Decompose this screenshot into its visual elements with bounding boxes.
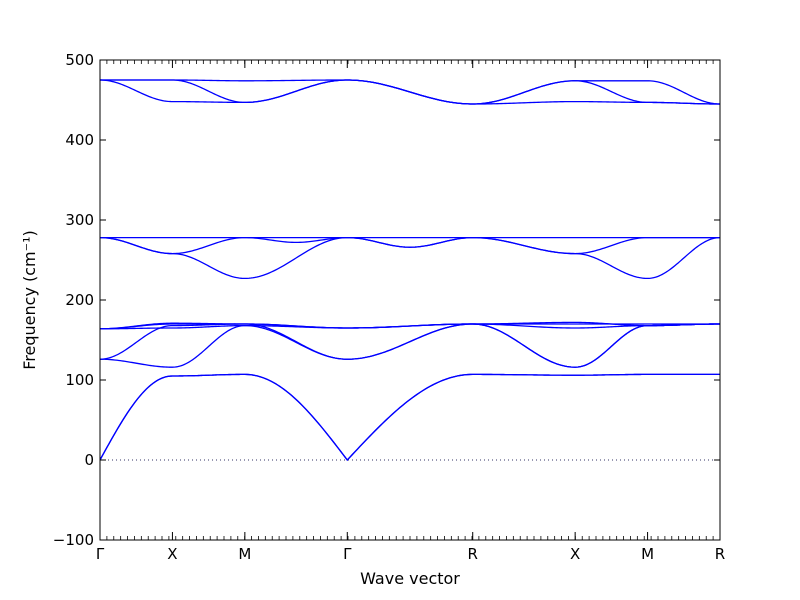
y-tick-label: −100 bbox=[53, 531, 94, 549]
y-tick-label: 400 bbox=[65, 131, 94, 149]
x-tick-label: X bbox=[167, 545, 177, 563]
x-tick-label: M bbox=[238, 545, 251, 563]
tick-labels: −100 0 100 200 300 400 500 Γ X M Γ R X M R bbox=[53, 51, 725, 563]
y-tick-label: 0 bbox=[84, 451, 94, 469]
band-line-4 bbox=[100, 323, 720, 368]
y-tick-label: 100 bbox=[65, 371, 94, 389]
x-tick-label: R bbox=[468, 545, 478, 563]
plot-frame bbox=[99, 59, 721, 541]
x-tick-label: R bbox=[715, 545, 725, 563]
band-line-1 bbox=[100, 373, 720, 462]
x-tick-label: M bbox=[641, 545, 654, 563]
x-tick-label: Γ bbox=[343, 545, 352, 563]
band-series-group bbox=[100, 79, 720, 462]
y-tick-label: 300 bbox=[65, 211, 94, 229]
band-line-8 bbox=[100, 236, 720, 280]
band-line-3 bbox=[100, 323, 720, 368]
x-tick-label: X bbox=[570, 545, 580, 563]
axis-ticks bbox=[99, 59, 721, 541]
y-tick-label: 200 bbox=[65, 291, 94, 309]
y-axis-label: Frequency (cm⁻¹) bbox=[20, 230, 39, 369]
band-line-10 bbox=[100, 236, 720, 248]
band-line-9 bbox=[100, 236, 720, 255]
band-line-2 bbox=[100, 373, 720, 462]
x-axis-label: Wave vector bbox=[360, 569, 460, 588]
y-tick-label: 500 bbox=[65, 51, 94, 69]
band-line-7 bbox=[100, 321, 720, 330]
band-line-13 bbox=[100, 79, 720, 105]
x-tick-label: Γ bbox=[96, 545, 105, 563]
